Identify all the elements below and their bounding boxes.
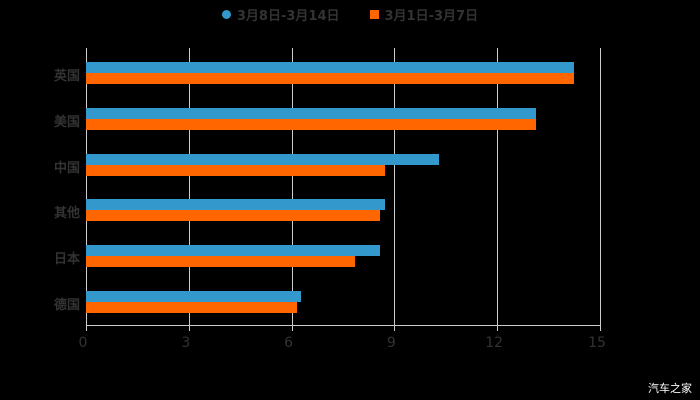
y-category-label: 中国: [40, 157, 80, 176]
x-tick-label: 9: [387, 335, 396, 351]
x-tick-label: 12: [485, 335, 503, 351]
bar-series-2[interactable]: [86, 73, 574, 84]
x-tick-label: 3: [181, 335, 190, 351]
gridline: [189, 48, 190, 326]
x-tick-label: 0: [79, 335, 88, 351]
legend-label: 3月1日-3月7日: [385, 5, 479, 24]
legend-circle-icon: [222, 10, 231, 19]
gridline: [86, 48, 87, 326]
y-category-label: 英国: [40, 65, 80, 84]
bar-series-1[interactable]: [86, 199, 385, 210]
gridline: [292, 48, 293, 326]
legend-item-series-1[interactable]: 3月8日-3月14日: [222, 4, 340, 24]
bar-series-2[interactable]: [86, 210, 380, 221]
bar-series-1[interactable]: [86, 108, 536, 119]
gridline: [497, 48, 498, 326]
x-tick-label: 6: [284, 335, 293, 351]
y-category-label: 德国: [40, 294, 80, 313]
x-tick: [189, 325, 190, 331]
x-tick: [600, 325, 601, 331]
x-axis-line: [86, 325, 601, 326]
x-tick: [497, 325, 498, 331]
legend-square-icon: [370, 10, 379, 19]
legend-item-series-2[interactable]: 3月1日-3月7日: [370, 4, 479, 24]
bar-series-2[interactable]: [86, 165, 385, 176]
x-tick-label: 15: [588, 335, 606, 351]
x-tick: [86, 325, 87, 331]
plot-area: [86, 48, 600, 326]
bar-series-2[interactable]: [86, 256, 355, 267]
bar-series-1[interactable]: [86, 154, 439, 165]
y-category-label: 其他: [40, 202, 80, 221]
y-category-label: 日本: [40, 248, 80, 267]
legend-label: 3月8日-3月14日: [237, 5, 340, 24]
bar-series-2[interactable]: [86, 119, 536, 130]
chart-legend: 3月8日-3月14日 3月1日-3月7日: [0, 4, 700, 24]
gridline: [600, 48, 601, 326]
bar-series-2[interactable]: [86, 302, 297, 313]
bar-series-1[interactable]: [86, 245, 380, 256]
bar-series-1[interactable]: [86, 291, 301, 302]
watermark: 汽车之家: [648, 380, 692, 396]
x-tick: [292, 325, 293, 331]
y-category-label: 美国: [40, 111, 80, 130]
gridline: [394, 48, 395, 326]
x-tick: [394, 325, 395, 331]
bar-series-1[interactable]: [86, 62, 574, 73]
